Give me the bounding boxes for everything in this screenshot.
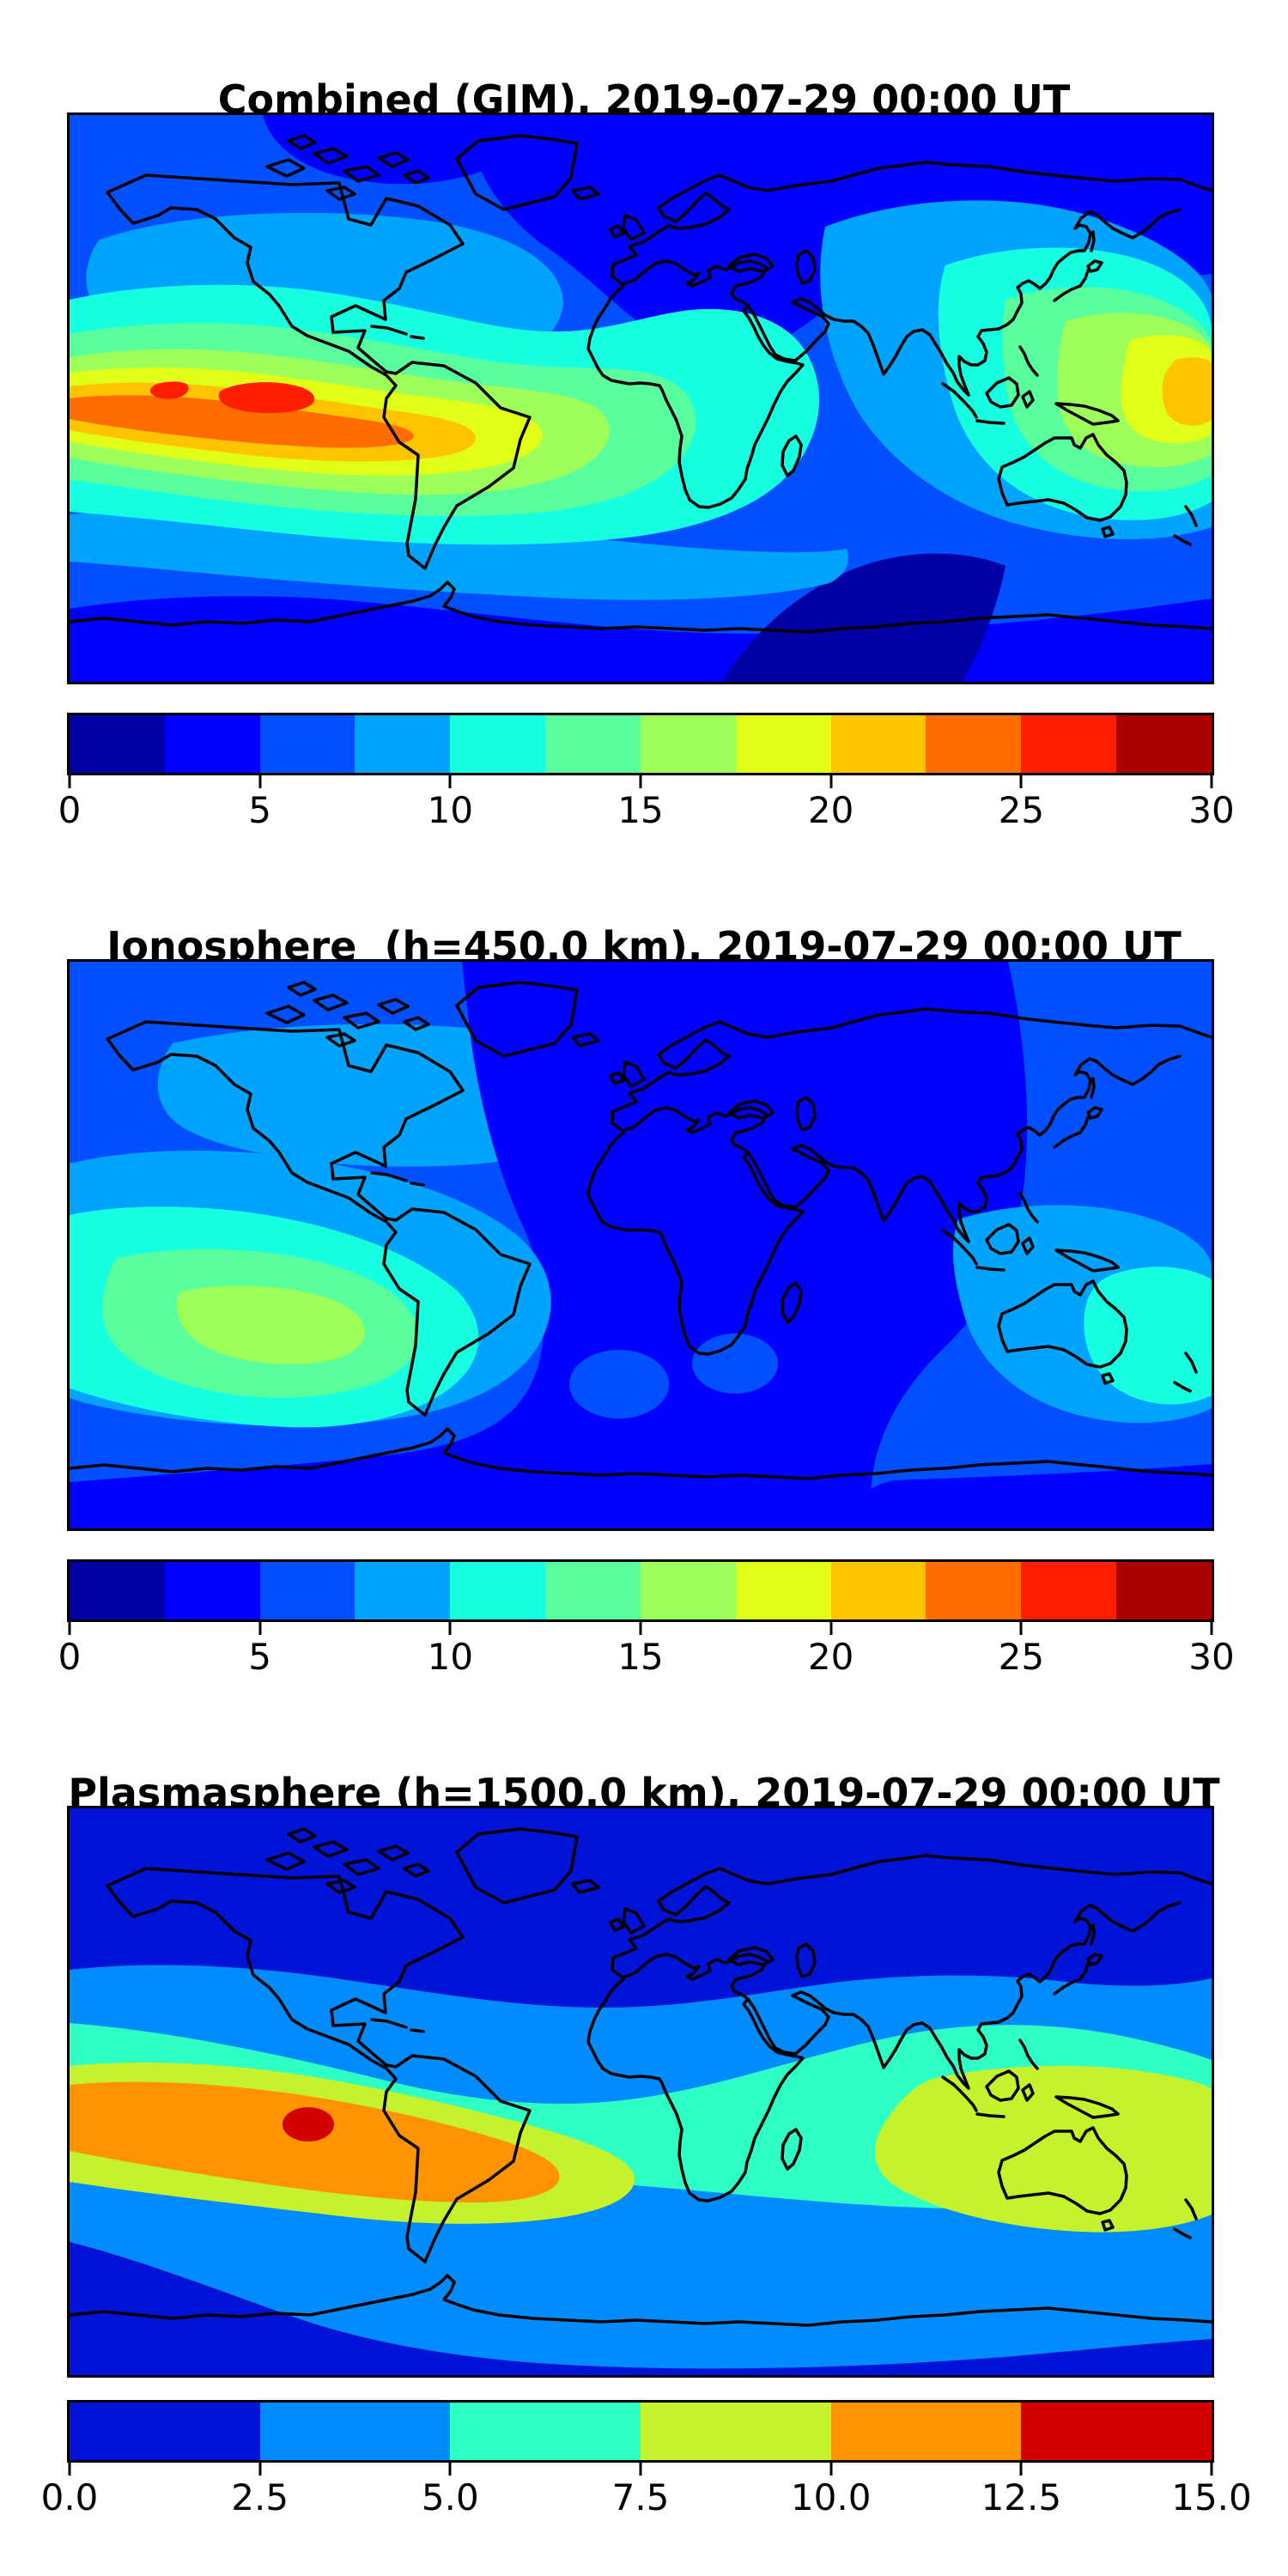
colorbar-tick-mark: [829, 775, 833, 788]
colorbar-tick-label: 25: [998, 789, 1045, 831]
contour-bands: [70, 115, 1212, 682]
colorbar-tick-mark: [448, 2463, 452, 2476]
colorbar-swatch: [355, 1562, 451, 1619]
colorbar-combined: 0 5 10 15 20 25 30: [58, 713, 1235, 830]
colorbar-tick-mark: [448, 1622, 452, 1635]
colorbar-tick-label: 0: [58, 789, 82, 831]
colorbar-swatch: [259, 715, 355, 773]
contour-bands: [70, 962, 1212, 1528]
colorbar-swatch: [70, 715, 165, 773]
colorbar-tick-label: 15: [617, 1636, 664, 1678]
colorbar-swatches: [70, 1562, 1212, 1619]
colorbar-tick-label: 0: [58, 1636, 82, 1678]
colorbar-swatch: [450, 1562, 546, 1619]
colorbar-swatch: [545, 1562, 641, 1619]
colorbar-swatch: [545, 715, 641, 773]
colorbar-tick-mark: [639, 1622, 642, 1635]
map-ionosphere: [67, 959, 1214, 1531]
colorbar-tick-mark: [258, 2463, 262, 2476]
colorbar-swatch: [1116, 715, 1212, 773]
colorbar-tick-mark: [1019, 1622, 1023, 1635]
colorbar-tick-label: 0.0: [40, 2476, 99, 2518]
colorbar-tick-label: 30: [1188, 789, 1235, 831]
colorbar-swatch: [641, 2403, 831, 2460]
colorbar-tick-mark: [639, 2463, 642, 2476]
colorbar-swatch: [640, 715, 736, 773]
colorbar-swatch: [735, 1562, 831, 1619]
colorbar-swatch: [164, 715, 260, 773]
contour-map-plasmasphere: [70, 1808, 1212, 2375]
contour-map-ionosphere: [70, 962, 1212, 1528]
colorbar-tick-mark: [1019, 2463, 1023, 2476]
colorbar-swatch: [70, 1562, 165, 1619]
colorbar-swatch: [1021, 715, 1117, 773]
colorbar-tick-label: 30: [1188, 1636, 1235, 1678]
colorbar-tick-mark: [1210, 2463, 1213, 2476]
colorbar-plasmasphere: 0.0 2.5 5.0 7.5 10.0 12.5 15.0: [41, 2400, 1252, 2518]
colorbar-tick-label: 10: [427, 789, 474, 831]
colorbar-swatch: [450, 715, 546, 773]
colorbar-tick-label: 5.0: [421, 2476, 479, 2518]
colorbar-tick-mark: [1019, 775, 1023, 788]
map-plasmasphere: [67, 1806, 1214, 2378]
colorbar-tick-label: 15.0: [1171, 2476, 1252, 2518]
colorbar-tick-mark: [258, 775, 262, 788]
colorbar-tick-label: 10: [427, 1636, 474, 1678]
colorbar-tick-label: 10.0: [790, 2476, 872, 2518]
colorbar-swatch: [640, 1562, 736, 1619]
colorbar-tick-label: 5: [248, 1636, 272, 1678]
colorbar-tick-mark: [1210, 775, 1213, 788]
colorbar-swatch: [1116, 1562, 1212, 1619]
colorbar-swatch: [926, 715, 1022, 773]
colorbar-swatch: [259, 1562, 355, 1619]
colorbar-tick-mark: [829, 2463, 833, 2476]
colorbar-tick-label: 20: [807, 789, 854, 831]
colorbar-swatch: [735, 715, 831, 773]
colorbar-swatch: [830, 2403, 1022, 2460]
colorbar-swatch: [164, 1562, 260, 1619]
colorbar-ionosphere: 0 5 10 15 20 25 30: [58, 1559, 1235, 1677]
colorbar-tick-mark: [68, 775, 71, 788]
colorbar-tick-mark: [1210, 1622, 1213, 1635]
colorbar-swatch: [926, 1562, 1022, 1619]
colorbar-tick-label: 15: [617, 789, 664, 831]
colorbar-swatch: [830, 1562, 927, 1619]
colorbar-swatch: [1021, 2403, 1212, 2460]
colorbar-swatch: [450, 2403, 641, 2460]
colorbar-tick-mark: [68, 1622, 71, 1635]
colorbar-tick-label: 7.5: [611, 2476, 670, 2518]
colorbar-tick-mark: [829, 1622, 833, 1635]
colorbar-swatches: [70, 715, 1212, 773]
colorbar-tick-label: 25: [998, 1636, 1045, 1678]
colorbar-tick-mark: [68, 2463, 71, 2476]
colorbar-swatch: [355, 715, 451, 773]
colorbar-swatch: [259, 2403, 451, 2460]
contour-map-combined: [70, 115, 1212, 682]
colorbar-swatch: [1021, 1562, 1117, 1619]
colorbar-tick-label: 12.5: [981, 2476, 1062, 2518]
colorbar-swatches: [70, 2403, 1212, 2460]
colorbar-tick-label: 5: [248, 789, 272, 831]
colorbar-tick-mark: [639, 775, 642, 788]
colorbar-tick-mark: [258, 1622, 262, 1635]
contour-bands: [70, 1808, 1212, 2375]
colorbar-tick-mark: [448, 775, 452, 788]
colorbar-swatch: [70, 2403, 260, 2460]
colorbar-swatch: [830, 715, 927, 773]
map-combined: [67, 112, 1214, 684]
colorbar-tick-label: 2.5: [231, 2476, 289, 2518]
colorbar-tick-label: 20: [807, 1636, 854, 1678]
